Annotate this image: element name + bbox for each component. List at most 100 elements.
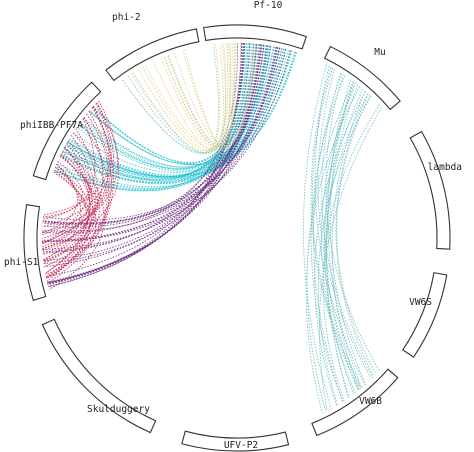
link-phi18b-to-phis1 xyxy=(43,169,88,263)
link-mu-to-vw6b xyxy=(336,94,377,375)
link-pf10-to-phi18b xyxy=(53,45,269,192)
link-phi18b-to-phis1 xyxy=(42,102,120,251)
link-mu-to-vw6b xyxy=(323,82,356,395)
link-pf10-to-phi18b xyxy=(63,48,286,181)
link-phi18b-to-phis1 xyxy=(44,146,91,274)
link-mu-to-vw6b xyxy=(310,75,346,402)
link-pf10-to-phis1 xyxy=(42,49,287,250)
link-mu-to-vw6b xyxy=(331,90,366,391)
link-mu-to-vw6b xyxy=(312,73,344,402)
link-phi2-to-pf10 xyxy=(144,43,257,151)
segment-vw6b xyxy=(311,368,399,437)
segment-layer xyxy=(23,24,451,452)
link-phi2-to-pf10 xyxy=(137,44,221,152)
segment-lambda xyxy=(409,130,451,250)
link-pf10-to-phis1 xyxy=(47,43,254,287)
link-pf10-to-phi18b xyxy=(55,45,270,190)
segment-phis1 xyxy=(23,204,47,301)
link-pf10-to-phis1 xyxy=(42,45,268,241)
link-pf10-to-phi18b xyxy=(56,49,289,188)
link-phi18b-to-phis1 xyxy=(46,121,110,279)
link-mu-to-vw6b xyxy=(325,88,364,391)
link-pf10-to-phis1 xyxy=(42,42,238,234)
link-pf10-to-phi18b xyxy=(88,45,269,165)
segment-vw6s xyxy=(402,272,448,358)
link-pf10-to-phis1 xyxy=(43,44,262,262)
link-phi2-to-pf10 xyxy=(160,43,226,149)
link-phi2-to-pf10 xyxy=(167,43,236,147)
link-phi18b-to-phis1 xyxy=(41,118,96,245)
link-pf10-to-phis1 xyxy=(42,47,280,224)
link-layer xyxy=(41,42,383,414)
link-phi18b-to-phis1 xyxy=(45,142,94,278)
link-phi18b-to-phis1 xyxy=(41,100,118,240)
link-phi2-to-pf10 xyxy=(174,43,255,147)
link-mu-to-vw6b xyxy=(325,74,380,372)
segment-label-phi2: phi-2 xyxy=(112,12,141,23)
link-phi2-to-pf10 xyxy=(122,43,242,154)
link-pf10-to-phi18b xyxy=(81,43,258,168)
segment-label-vw6s: VW6S xyxy=(409,297,432,308)
segment-label-mu: Mu xyxy=(374,47,385,58)
link-mu-to-vw6b xyxy=(335,93,375,377)
link-pf10-to-phis1 xyxy=(42,46,277,242)
link-phi2-to-pf10 xyxy=(132,44,219,153)
link-phi18b-to-phis1 xyxy=(43,161,83,218)
link-mu-to-vw6b xyxy=(317,96,372,406)
link-pf10-to-phis1 xyxy=(42,44,261,253)
link-pf10-to-phi18b xyxy=(91,43,249,163)
link-mu-to-vw6b xyxy=(314,91,367,406)
link-pf10-to-phi18b xyxy=(62,51,296,182)
link-mu-to-vw6b xyxy=(310,67,360,390)
link-mu-to-vw6b xyxy=(325,93,369,389)
link-phi18b-to-phis1 xyxy=(42,140,91,220)
link-phi18b-to-phis1 xyxy=(41,163,79,234)
link-phi2-to-pf10 xyxy=(168,43,257,149)
link-mu-to-vw6b xyxy=(317,69,372,380)
link-phi18b-to-phis1 xyxy=(43,153,91,260)
link-mu-to-vw6b xyxy=(319,107,383,412)
link-phi18b-to-phis1 xyxy=(43,163,82,261)
segment-label-ufvp2: UFV-P2 xyxy=(224,440,258,451)
segment-label-phi18b: phiIBB-PF7A xyxy=(20,120,83,131)
link-mu-to-vw6b xyxy=(311,67,362,389)
link-mu-to-vw6b xyxy=(321,72,374,379)
segment-pf10 xyxy=(203,24,308,50)
link-pf10-to-phis1 xyxy=(45,43,245,277)
link-mu-to-vw6b xyxy=(322,104,380,402)
segment-phi2 xyxy=(105,28,200,82)
segment-label-phis1: phi-S1 xyxy=(4,257,39,268)
link-phi18b-to-phis1 xyxy=(42,116,104,250)
link-phi18b-to-phis1 xyxy=(42,116,104,256)
link-pf10-to-phis1 xyxy=(44,43,250,268)
label-layer: Pf-10 Mu lambda VW6S VW6B UFV-P2 Skulduggery ph… xyxy=(4,0,462,451)
segment-mu xyxy=(323,45,401,111)
link-phi2-to-pf10 xyxy=(184,43,231,146)
segment-label-pf10: Pf-10 xyxy=(254,0,283,11)
segment-label-skulduggery: Skulduggery xyxy=(87,404,150,415)
link-mu-to-vw6b xyxy=(327,79,363,388)
link-pf10-to-phis1 xyxy=(42,43,244,225)
segment-label-vw6b: VW6B xyxy=(359,396,382,407)
link-phi2-to-pf10 xyxy=(127,43,229,154)
link-phi18b-to-phis1 xyxy=(42,171,90,250)
link-mu-to-vw6b xyxy=(314,66,366,386)
link-phi18b-to-phis1 xyxy=(46,167,90,280)
link-phi2-to-pf10 xyxy=(142,43,227,151)
link-phi18b-to-phis1 xyxy=(43,107,110,216)
link-phi18b-to-phis1 xyxy=(42,146,91,248)
link-phi18b-to-phis1 xyxy=(46,128,99,282)
link-pf10-to-phi18b xyxy=(62,46,274,181)
link-pf10-to-phis1 xyxy=(42,50,291,242)
link-pf10-to-phis1 xyxy=(46,45,272,283)
link-pf10-to-phis1 xyxy=(42,44,265,224)
link-phi2-to-pf10 xyxy=(153,43,224,150)
link-phi2-to-pf10 xyxy=(163,42,238,148)
link-pf10-to-phi18b xyxy=(64,43,256,179)
link-pf10-to-phi18b xyxy=(88,47,280,165)
link-mu-to-vw6b xyxy=(306,81,354,412)
link-phi18b-to-phis1 xyxy=(48,147,105,290)
segment-phi18b xyxy=(32,81,102,181)
link-phi18b-to-phis1 xyxy=(43,151,96,264)
